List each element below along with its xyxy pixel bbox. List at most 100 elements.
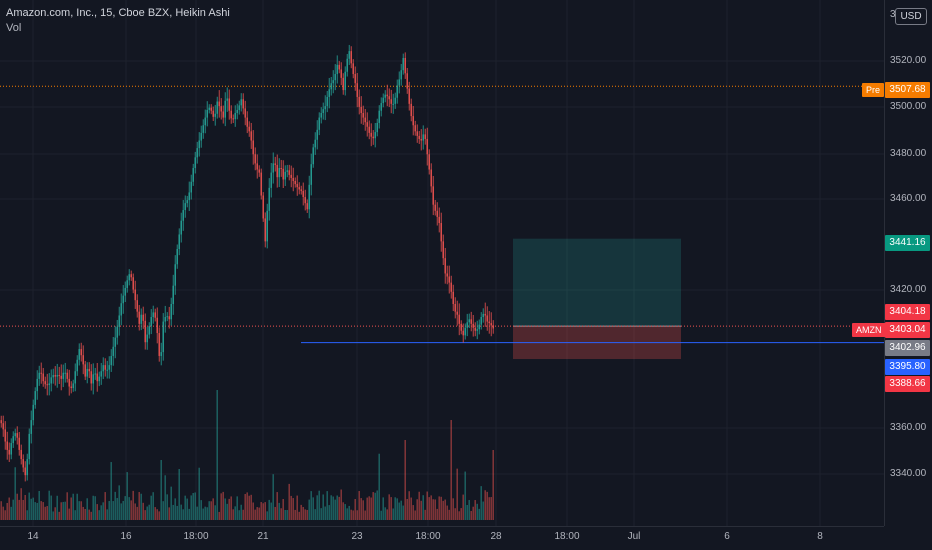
volume-bar — [238, 510, 240, 520]
volume-indicator-label[interactable]: Vol — [6, 22, 22, 34]
candle-body — [344, 71, 346, 91]
volume-bar — [202, 508, 204, 520]
volume-bar — [146, 506, 148, 520]
candle-body — [402, 58, 404, 71]
volume-bar — [110, 462, 112, 520]
volume-bar — [204, 506, 206, 520]
candle-body — [74, 371, 76, 384]
volume-bar — [416, 499, 418, 520]
candle-body — [444, 258, 446, 274]
candle-body — [482, 313, 484, 317]
candle-body — [284, 171, 286, 180]
candle-body — [352, 63, 354, 75]
candle-body — [162, 321, 164, 353]
volume-bar — [360, 498, 362, 520]
volume-bar — [384, 507, 386, 520]
volume-bar — [294, 509, 296, 520]
volume-bar — [338, 496, 340, 520]
volume-bar — [362, 500, 364, 520]
volume-bar — [62, 501, 64, 520]
candle-body — [348, 51, 350, 59]
volume-bar — [326, 491, 328, 520]
currency-button[interactable]: USD — [895, 8, 927, 25]
candle-body — [78, 349, 80, 360]
candle-body — [280, 168, 282, 170]
candle-body — [436, 210, 438, 217]
volume-bar — [320, 508, 322, 520]
candle-body — [384, 94, 386, 98]
candle-body — [58, 375, 60, 377]
volume-bar — [166, 494, 168, 520]
candle-body — [16, 433, 18, 438]
volume-bar — [154, 507, 156, 520]
volume-bar — [70, 497, 72, 520]
volume-bar — [64, 501, 66, 520]
volume-bar — [426, 491, 428, 520]
volume-bar — [30, 498, 32, 520]
candle-body — [370, 132, 372, 137]
time-tick: 18:00 — [415, 531, 441, 542]
candle-body — [266, 210, 268, 242]
price-tick: 3 — [890, 9, 896, 20]
candle-body — [260, 172, 262, 196]
candle-body — [128, 274, 130, 281]
candle-body — [96, 373, 98, 382]
candle-body — [104, 365, 106, 370]
volume-bar — [422, 495, 424, 520]
price-chart[interactable] — [0, 0, 884, 526]
volume-bar — [492, 450, 494, 520]
volume-bar — [292, 498, 294, 520]
volume-bar — [266, 511, 268, 520]
ticker-tag: AMZN — [852, 323, 886, 337]
volume-bar — [302, 507, 304, 520]
candle-body — [286, 170, 288, 172]
volume-bar — [346, 508, 348, 520]
price-tick: 3500.00 — [890, 101, 927, 112]
candle-body — [484, 313, 486, 316]
candle-body — [414, 125, 416, 132]
candle-body — [190, 181, 192, 193]
candle-body — [30, 420, 32, 434]
candle-body — [342, 77, 344, 91]
candle-body — [56, 375, 58, 377]
candle-body — [112, 346, 114, 356]
symbol-title[interactable]: Amazon.com, Inc., 15, Cboe BZX, Heikin A… — [6, 7, 230, 19]
candle-body — [268, 187, 270, 211]
volume-bar — [314, 509, 316, 520]
volume-bar — [274, 506, 276, 520]
upper-price-label: 3404.18 — [885, 304, 930, 320]
candle-body — [76, 359, 78, 372]
candle-body — [328, 89, 330, 97]
volume-bar — [22, 499, 24, 520]
candle-body — [278, 168, 280, 178]
volume-bar — [256, 507, 258, 520]
candle-body — [54, 375, 56, 377]
candle-body — [60, 375, 62, 379]
candle-body — [172, 285, 174, 305]
volume-bar — [380, 510, 382, 520]
candle-body — [408, 88, 410, 104]
candle-body — [424, 134, 426, 139]
volume-bar — [332, 496, 334, 520]
volume-bar — [114, 491, 116, 520]
volume-bar — [2, 506, 4, 520]
candle-body — [296, 184, 298, 188]
volume-bar — [218, 511, 220, 520]
candle-body — [108, 365, 110, 370]
volume-bar — [472, 506, 474, 520]
candle-body — [26, 459, 28, 476]
volume-bar — [72, 493, 74, 520]
volume-bar — [406, 498, 408, 520]
volume-bar — [268, 499, 270, 520]
candle-body — [340, 69, 342, 78]
volume-bar — [178, 468, 180, 520]
candle-body — [334, 74, 336, 81]
volume-bar — [342, 502, 344, 520]
volume-bar — [210, 501, 212, 520]
volume-bar — [458, 511, 460, 520]
volume-bar — [40, 501, 42, 520]
candle-body — [0, 420, 2, 424]
candle-body — [204, 117, 206, 126]
candle-body — [62, 372, 64, 379]
